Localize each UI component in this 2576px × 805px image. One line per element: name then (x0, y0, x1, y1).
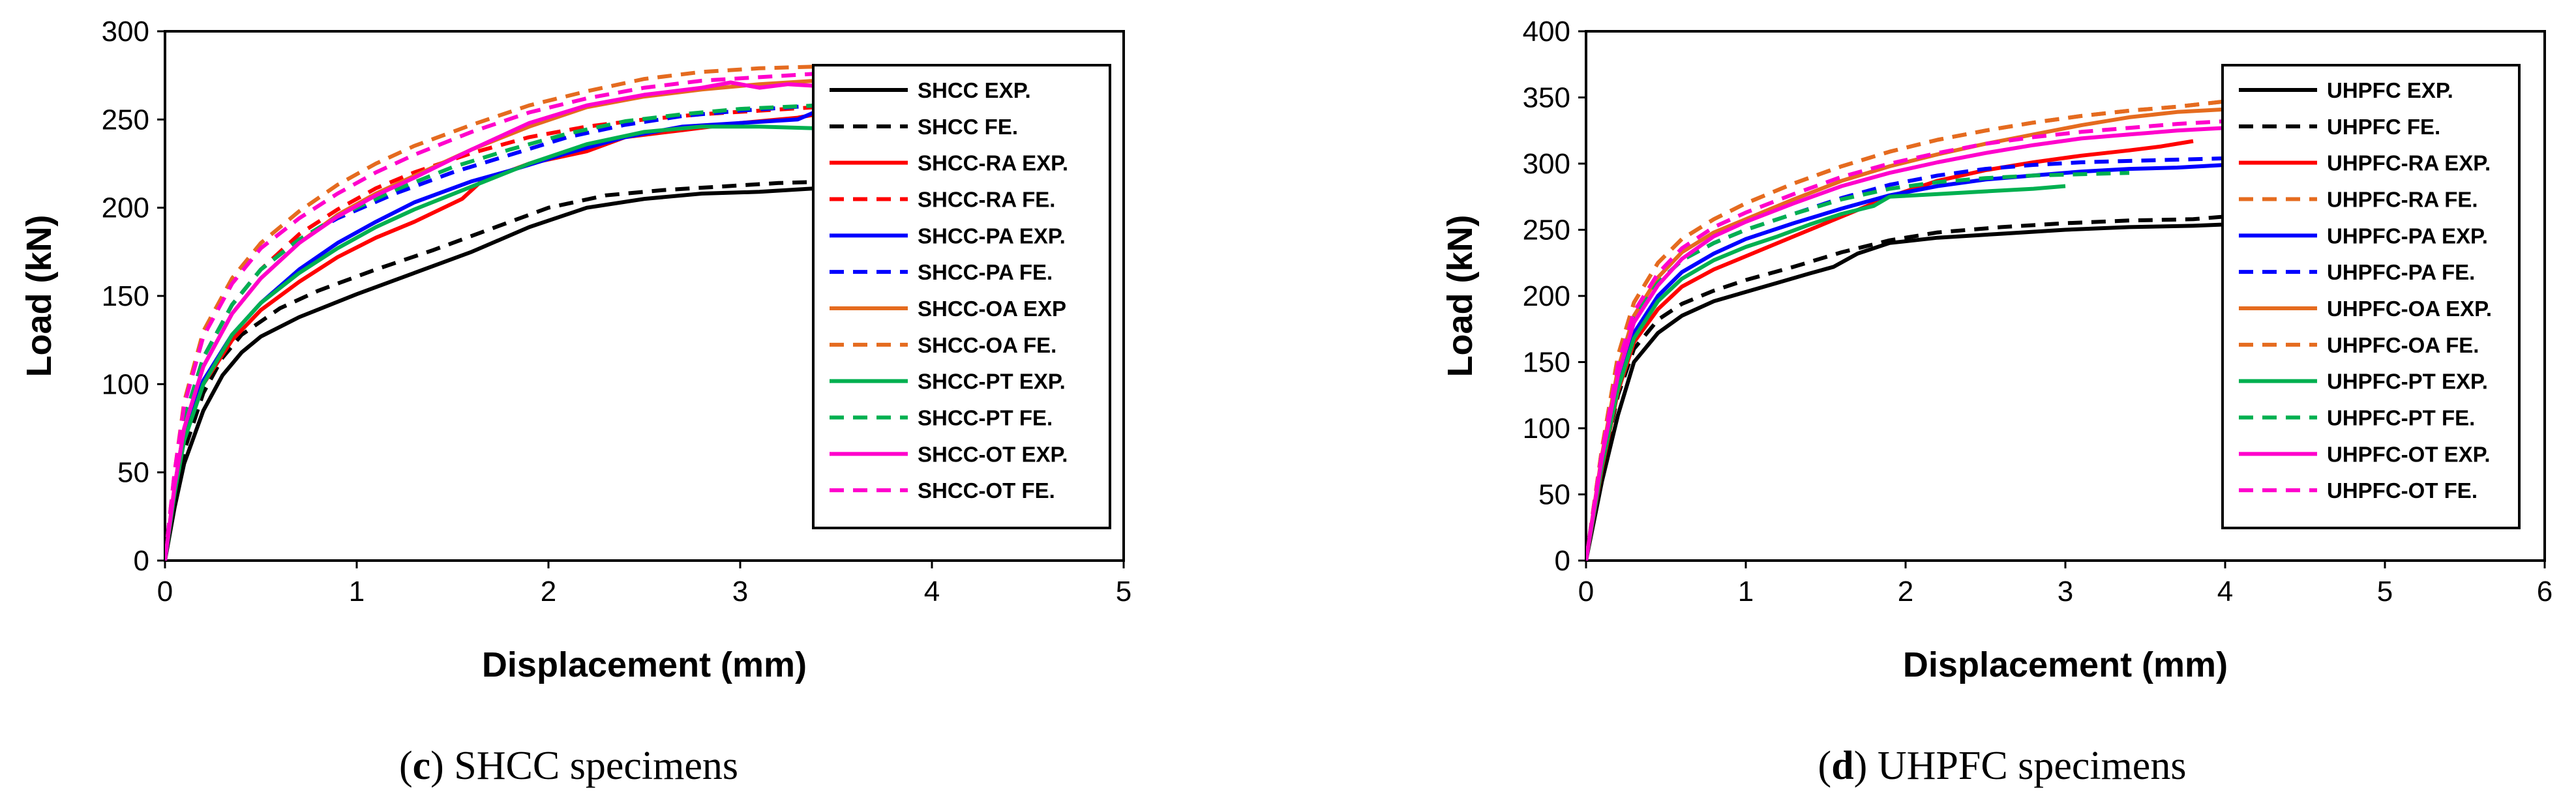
legend-box (2221, 64, 2521, 529)
legend-entry: UHPFC EXP. (2327, 78, 2453, 102)
legend-entry: UHPFC-PA EXP. (2327, 224, 2488, 248)
y-tick-label: 200 (1523, 280, 1570, 312)
caption-paren-close: ) (430, 744, 444, 788)
y-tick-label: 0 (134, 545, 149, 577)
legend-box (812, 64, 1111, 529)
legend-entry: SHCC-PT EXP. (918, 370, 1066, 394)
y-tick-label: 250 (102, 104, 149, 136)
x-tick-label: 0 (1578, 576, 1594, 607)
legend-entry: SHCC-OA EXP (918, 297, 1066, 321)
series-line-shcc-ra-fe (165, 105, 817, 561)
legend-entry: SHCC-RA FE. (918, 188, 1055, 212)
caption-paren-open: ( (1818, 744, 1832, 788)
y-tick-label: 100 (102, 368, 149, 400)
series-group (165, 65, 837, 561)
y-tick-label: 200 (102, 192, 149, 224)
y-tick-label: 400 (1523, 16, 1570, 48)
x-tick-label: 0 (157, 576, 173, 607)
x-tick-label: 3 (732, 576, 748, 607)
x-tick-label: 2 (541, 576, 556, 607)
legend-entry: UHPFC-RA FE. (2327, 188, 2478, 212)
y-tick-label: 100 (1523, 413, 1570, 445)
y-tick-label: 150 (1523, 347, 1570, 379)
y-axis-label: Load (kN) (1441, 215, 1480, 377)
y-tick-label: 0 (1555, 545, 1570, 577)
legend-entry: UHPFC-PA FE. (2327, 260, 2475, 284)
legend: UHPFC EXP. UHPFC FE. UHPFC-RA EXP. UHPFC-RA… (2221, 64, 2521, 529)
y-tick-label: 300 (1523, 148, 1570, 180)
legend-entry: SHCC-PA EXP. (918, 224, 1066, 248)
legend-entry: UHPFC-OT EXP. (2327, 442, 2491, 466)
series-line-uhpfc-oa-fe (1586, 99, 2226, 561)
legend-entry: UHPFC-OA EXP. (2327, 297, 2492, 321)
chart-uhpfc: 0 1 2 3 4 5 6 0 50 100 150 200 250 300 350 400 Displacem… (1441, 16, 2553, 788)
x-axis-label: Displacement (mm) (1903, 645, 2228, 684)
caption-text: SHCC specimens (444, 744, 738, 788)
legend-entry: UHPFC FE. (2327, 115, 2440, 139)
y-tick-label: 250 (1523, 214, 1570, 246)
legend-entry: SHCC FE. (918, 115, 1018, 139)
y-tick-label: 50 (1538, 479, 1570, 511)
legend-entry: UHPFC-RA EXP. (2327, 151, 2491, 175)
series-line-uhpfc-pt-exp (1586, 184, 2066, 561)
series-line-shcc-ot-exp (165, 80, 817, 561)
y-tick-label: 300 (102, 16, 149, 48)
y-axis-label: Load (kN) (20, 215, 59, 377)
series-group (1586, 99, 2226, 561)
legend-entry: UHPFC-PT FE. (2327, 406, 2475, 430)
x-axis-label: Displacement (mm) (482, 645, 807, 684)
series-line-shcc-exp (165, 186, 817, 561)
legend-entry: SHCC-OA FE. (918, 333, 1056, 357)
x-tick-label: 2 (1898, 576, 1913, 607)
x-tick-label: 1 (349, 576, 365, 607)
caption-text: UHPFC specimens (1867, 744, 2186, 788)
legend-entry: SHCC EXP. (918, 78, 1031, 102)
x-tick-label: 5 (2377, 576, 2393, 607)
x-tick-label: 4 (924, 576, 940, 607)
legend-entry: UHPFC-OT FE. (2327, 478, 2478, 503)
series-line-uhpfc-ot-fe (1586, 119, 2226, 561)
x-tick-label: 6 (2537, 576, 2553, 607)
legend-entry: SHCC-PT FE. (918, 406, 1053, 430)
legend-entry: SHCC-PA FE. (918, 260, 1053, 284)
legend-entry: UHPFC-PT EXP. (2327, 370, 2488, 394)
figure-caption: (c) SHCC specimens (399, 744, 738, 788)
legend-entry: UHPFC-OA FE. (2327, 333, 2479, 357)
series-line-uhpfc-ot-exp (1586, 126, 2226, 561)
y-tick-label: 150 (102, 280, 149, 312)
caption-letter: c (413, 744, 431, 788)
caption-paren-close: ) (1854, 744, 1868, 788)
series-line-shcc-pt-fe (165, 103, 817, 561)
series-line-shcc-oa-fe (165, 65, 817, 561)
legend-entry: SHCC-OT FE. (918, 478, 1055, 503)
x-tick-label: 3 (2058, 576, 2073, 607)
x-tick-label: 4 (2217, 576, 2233, 607)
caption-paren-open: ( (399, 744, 413, 788)
x-tick-label: 5 (1116, 576, 1131, 607)
series-line-shcc-fe (165, 179, 837, 561)
series-line-shcc-pt-exp (165, 124, 817, 561)
y-tick-label: 350 (1523, 82, 1570, 114)
legend-entry: SHCC-RA EXP. (918, 151, 1068, 175)
y-tick-label: 50 (117, 457, 149, 489)
figure-caption: (d) UHPFC specimens (1818, 744, 2187, 788)
series-line-uhpfc-exp (1586, 222, 2226, 561)
caption-letter: d (1831, 744, 1853, 788)
legend: SHCC EXP. SHCC FE. SHCC-RA EXP. SHCC-RA FE.… (812, 64, 1111, 529)
series-line-shcc-ot-fe (165, 72, 817, 561)
legend-entry: SHCC-OT EXP. (918, 442, 1068, 466)
x-tick-label: 1 (1738, 576, 1754, 607)
